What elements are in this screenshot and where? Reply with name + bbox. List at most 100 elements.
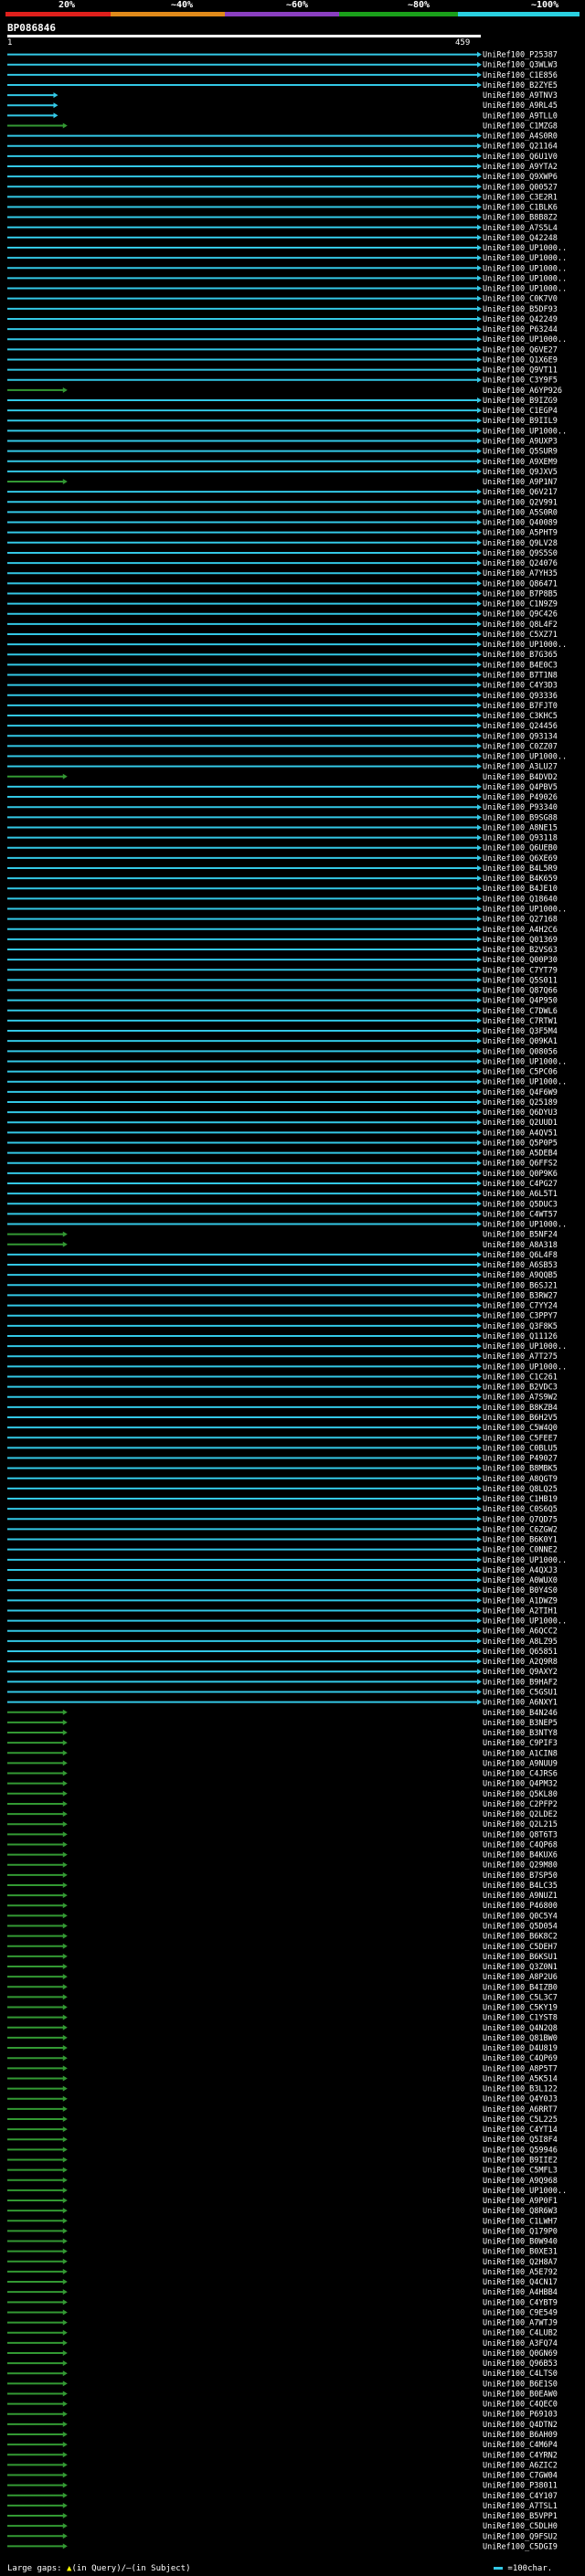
hit-label-176[interactable]: UniRef100_C4QP68	[483, 1840, 558, 1850]
hit-label-97[interactable]: UniRef100_Q09KA1	[483, 1037, 558, 1046]
hit-label-41[interactable]: UniRef100_Q9JXV5	[483, 468, 558, 477]
hit-label-3[interactable]: UniRef100_B2ZYE5	[483, 81, 558, 90]
hit-label-127[interactable]: UniRef100_UP1000..	[483, 1342, 567, 1352]
hit-label-234[interactable]: UniRef100_B6AH09	[483, 2431, 558, 2440]
hit-label-164[interactable]: UniRef100_B3NEP5	[483, 1719, 558, 1728]
hit-label-85[interactable]: UniRef100_Q27168	[483, 916, 558, 925]
hit-label-59[interactable]: UniRef100_B7G365	[483, 651, 558, 660]
hit-label-113[interactable]: UniRef100_Q5DUC3	[483, 1200, 558, 1209]
hit-label-168[interactable]: UniRef100_A9NUU9	[483, 1759, 558, 1768]
hit-label-25[interactable]: UniRef100_B5DF93	[483, 305, 558, 314]
hit-label-91[interactable]: UniRef100_Q5S011	[483, 976, 558, 985]
hit-label-66[interactable]: UniRef100_Q24456	[483, 722, 558, 731]
hit-label-93[interactable]: UniRef100_Q4P950	[483, 997, 558, 1006]
hit-label-79[interactable]: UniRef100_Q6XE69	[483, 854, 558, 864]
hit-label-60[interactable]: UniRef100_B4E0C3	[483, 661, 558, 670]
hit-label-47[interactable]: UniRef100_A5PHT9	[483, 529, 558, 538]
hit-label-34[interactable]: UniRef100_B9IZG9	[483, 397, 558, 406]
hit-label-218[interactable]: UniRef100_A5E792	[483, 2268, 558, 2277]
hit-label-118[interactable]: UniRef100_Q6L4F8	[483, 1251, 558, 1260]
hit-label-225[interactable]: UniRef100_A3FQ74	[483, 2339, 558, 2348]
hit-label-9[interactable]: UniRef100_Q21164	[483, 143, 558, 152]
hit-label-92[interactable]: UniRef100_Q87Q66	[483, 987, 558, 996]
hit-label-183[interactable]: UniRef100_Q0C5Y4	[483, 1912, 558, 1921]
hit-label-20[interactable]: UniRef100_UP1000..	[483, 254, 567, 263]
hit-label-61[interactable]: UniRef100_B7T1N8	[483, 672, 558, 681]
hit-label-237[interactable]: UniRef100_A6ZIC2	[483, 2461, 558, 2470]
hit-label-187[interactable]: UniRef100_B6KSU1	[483, 1953, 558, 1962]
hit-label-13[interactable]: UniRef100_Q00527	[483, 183, 558, 192]
hit-label-233[interactable]: UniRef100_Q4DTN2	[483, 2421, 558, 2430]
hit-label-209[interactable]: UniRef100_A9Q968	[483, 2177, 558, 2186]
hit-label-42[interactable]: UniRef100_A9P1N7	[483, 478, 558, 487]
hit-label-53[interactable]: UniRef100_B7P8B5	[483, 589, 558, 599]
hit-label-177[interactable]: UniRef100_B4KUX6	[483, 1851, 558, 1860]
hit-label-220[interactable]: UniRef100_A4HBB4	[483, 2288, 558, 2297]
hit-label-135[interactable]: UniRef100_C5W4Q0	[483, 1424, 558, 1433]
hit-label-191[interactable]: UniRef100_C5L3C7	[483, 1993, 558, 2002]
hit-label-200[interactable]: UniRef100_B3L122	[483, 2085, 558, 2094]
hit-label-121[interactable]: UniRef100_B6SJ21	[483, 1281, 558, 1290]
hit-label-8[interactable]: UniRef100_A4S0R0	[483, 133, 558, 142]
hit-label-206[interactable]: UniRef100_Q59946	[483, 2146, 558, 2155]
hit-label-146[interactable]: UniRef100_B6K0Y1	[483, 1536, 558, 1545]
hit-label-125[interactable]: UniRef100_Q3F8K5	[483, 1322, 558, 1331]
hit-label-55[interactable]: UniRef100_Q9C426	[483, 610, 558, 620]
hit-label-152[interactable]: UniRef100_A1DWZ9	[483, 1596, 558, 1606]
hit-label-77[interactable]: UniRef100_Q93118	[483, 834, 558, 843]
hit-label-98[interactable]: UniRef100_Q08056	[483, 1047, 558, 1056]
hit-label-26[interactable]: UniRef100_Q42249	[483, 315, 558, 324]
hit-label-140[interactable]: UniRef100_A8QGT9	[483, 1475, 558, 1484]
hit-label-57[interactable]: UniRef100_C5XZ71	[483, 631, 558, 640]
hit-label-240[interactable]: UniRef100_C4Y107	[483, 2492, 558, 2501]
hit-label-64[interactable]: UniRef100_B7FJT0	[483, 702, 558, 711]
hit-label-120[interactable]: UniRef100_A9QQB5	[483, 1271, 558, 1280]
hit-label-239[interactable]: UniRef100_P38011	[483, 2482, 558, 2491]
hit-label-147[interactable]: UniRef100_C0NNE2	[483, 1546, 558, 1555]
hit-label-141[interactable]: UniRef100_Q8LQ25	[483, 1485, 558, 1494]
hit-label-88[interactable]: UniRef100_B2VS63	[483, 946, 558, 955]
hit-label-31[interactable]: UniRef100_Q9VT11	[483, 366, 558, 376]
hit-label-198[interactable]: UniRef100_A8P5T7	[483, 2064, 558, 2073]
hit-label-96[interactable]: UniRef100_Q3F5M4	[483, 1027, 558, 1036]
hit-label-219[interactable]: UniRef100_Q4CN17	[483, 2278, 558, 2287]
hit-label-201[interactable]: UniRef100_Q4Y0J3	[483, 2095, 558, 2104]
hit-label-102[interactable]: UniRef100_Q4F6W9	[483, 1088, 558, 1097]
hit-label-7[interactable]: UniRef100_C1MZG8	[483, 122, 558, 131]
hit-label-136[interactable]: UniRef100_C5FEE7	[483, 1434, 558, 1443]
hit-label-76[interactable]: UniRef100_A8NE15	[483, 823, 558, 832]
hit-label-194[interactable]: UniRef100_Q4N2Q8	[483, 2024, 558, 2033]
hit-label-36[interactable]: UniRef100_B9IIL9	[483, 417, 558, 426]
hit-label-223[interactable]: UniRef100_A7WTJ9	[483, 2319, 558, 2328]
hit-label-2[interactable]: UniRef100_C1E856	[483, 71, 558, 80]
hit-label-199[interactable]: UniRef100_A5K514	[483, 2074, 558, 2083]
hit-label-229[interactable]: UniRef100_B6E1S0	[483, 2380, 558, 2389]
hit-label-80[interactable]: UniRef100_B4L5R9	[483, 864, 558, 874]
hit-label-124[interactable]: UniRef100_C3PPY7	[483, 1312, 558, 1321]
hit-label-128[interactable]: UniRef100_A7T275	[483, 1352, 558, 1362]
hit-label-32[interactable]: UniRef100_C3Y9F5	[483, 376, 558, 386]
hit-label-82[interactable]: UniRef100_B4JE10	[483, 885, 558, 894]
hit-label-213[interactable]: UniRef100_C1LWH7	[483, 2217, 558, 2226]
hit-label-22[interactable]: UniRef100_UP1000..	[483, 274, 567, 283]
hit-label-75[interactable]: UniRef100_B9SG88	[483, 813, 558, 822]
hit-label-100[interactable]: UniRef100_C5PC06	[483, 1068, 558, 1077]
hit-label-115[interactable]: UniRef100_UP1000..	[483, 1221, 567, 1230]
hit-label-160[interactable]: UniRef100_B9HAF2	[483, 1678, 558, 1687]
hit-label-144[interactable]: UniRef100_Q7QD75	[483, 1515, 558, 1524]
hit-label-154[interactable]: UniRef100_UP1000..	[483, 1617, 567, 1627]
hit-label-94[interactable]: UniRef100_C7DWL6	[483, 1007, 558, 1016]
hit-label-137[interactable]: UniRef100_C0BLU5	[483, 1444, 558, 1453]
hit-label-0[interactable]: UniRef100_P25387	[483, 51, 558, 60]
hit-label-18[interactable]: UniRef100_Q42248	[483, 234, 558, 243]
hit-label-207[interactable]: UniRef100_B9IIE2	[483, 2156, 558, 2165]
hit-label-149[interactable]: UniRef100_A4QXJ3	[483, 1566, 558, 1575]
hit-label-227[interactable]: UniRef100_Q96B53	[483, 2359, 558, 2369]
hit-label-95[interactable]: UniRef100_C7RTW1	[483, 1017, 558, 1026]
hit-label-67[interactable]: UniRef100_Q93134	[483, 732, 558, 741]
hit-label-217[interactable]: UniRef100_Q2H8A7	[483, 2258, 558, 2267]
hit-label-241[interactable]: UniRef100_A7TSL1	[483, 2502, 558, 2511]
hit-label-129[interactable]: UniRef100_UP1000..	[483, 1362, 567, 1372]
hit-label-45[interactable]: UniRef100_A5S0R0	[483, 508, 558, 517]
hit-label-65[interactable]: UniRef100_C3KHC5	[483, 712, 558, 721]
